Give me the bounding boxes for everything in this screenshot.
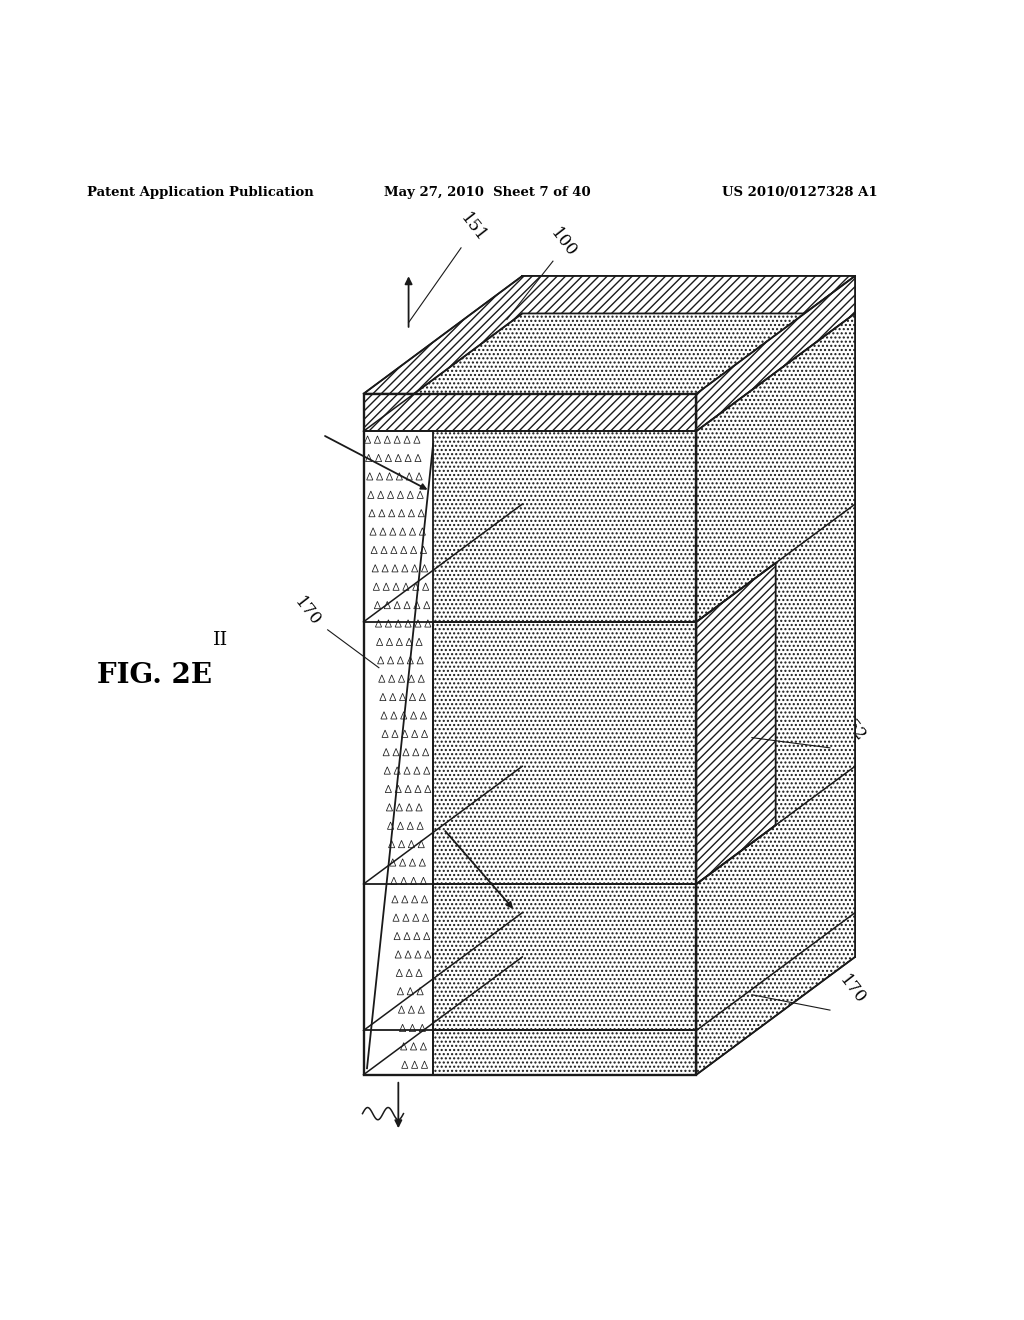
Polygon shape — [522, 313, 855, 957]
Text: 100: 100 — [547, 224, 580, 260]
Polygon shape — [364, 432, 433, 1074]
Text: FIG. 2E: FIG. 2E — [97, 661, 212, 689]
Polygon shape — [522, 276, 855, 313]
Polygon shape — [364, 1031, 696, 1074]
Text: Patent Application Publication: Patent Application Publication — [87, 186, 313, 199]
Text: 152: 152 — [836, 710, 869, 744]
Polygon shape — [696, 276, 855, 432]
Polygon shape — [364, 313, 855, 432]
Polygon shape — [696, 313, 855, 1074]
Text: May 27, 2010  Sheet 7 of 40: May 27, 2010 Sheet 7 of 40 — [384, 186, 591, 199]
Text: US 2010/0127328 A1: US 2010/0127328 A1 — [722, 186, 878, 199]
Polygon shape — [364, 393, 696, 432]
Text: 170: 170 — [836, 972, 869, 1007]
Polygon shape — [364, 276, 855, 393]
Text: 151: 151 — [457, 210, 489, 246]
Polygon shape — [696, 564, 776, 884]
Polygon shape — [364, 393, 696, 1074]
Text: 170: 170 — [291, 594, 324, 630]
Text: II: II — [213, 631, 227, 648]
Polygon shape — [433, 622, 696, 884]
